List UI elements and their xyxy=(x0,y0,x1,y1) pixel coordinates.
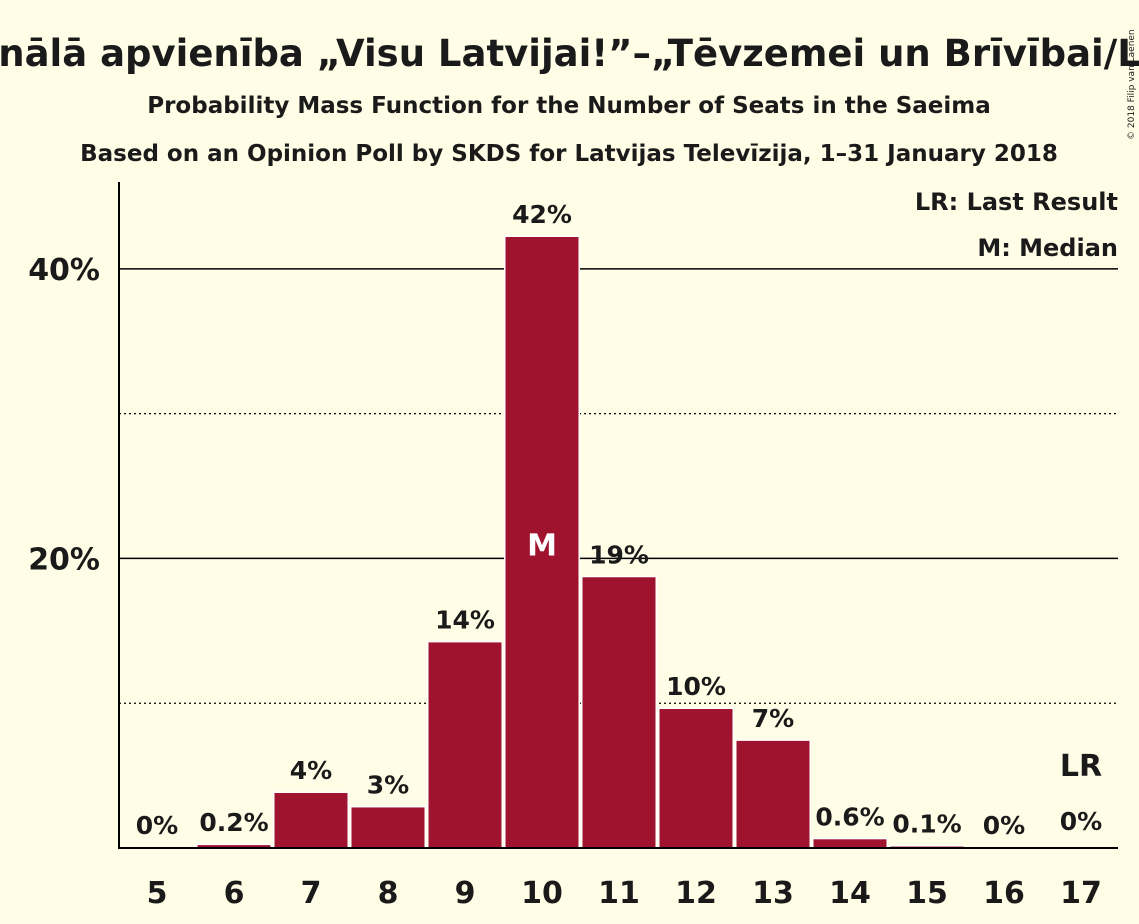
x-tick-label: 12 xyxy=(675,876,717,911)
y-tick-labels: 20% 40% xyxy=(28,253,100,578)
bar xyxy=(274,792,348,848)
bar xyxy=(659,709,733,848)
legend-median: M: Median xyxy=(977,234,1118,262)
markers: M LR xyxy=(527,528,1102,784)
x-tick-labels: 5 6 7 8 9 10 11 12 13 14 15 16 17 xyxy=(147,876,1102,911)
chart-source-subtitle: Based on an Opinion Poll by SKDS for Lat… xyxy=(80,141,1058,167)
data-label: 3% xyxy=(367,770,409,799)
x-tick-label: 13 xyxy=(752,876,794,911)
y-tick-label: 20% xyxy=(28,542,100,577)
chart-subtitle: Probability Mass Function for the Number… xyxy=(147,93,991,119)
data-label: 19% xyxy=(589,540,649,569)
bar xyxy=(428,642,502,848)
data-label: 7% xyxy=(752,704,794,733)
data-label: 10% xyxy=(666,672,726,701)
x-tick-label: 17 xyxy=(1060,876,1102,911)
x-tick-label: 10 xyxy=(521,876,563,911)
legend-last-result: LR: Last Result xyxy=(915,188,1118,216)
data-label: 0% xyxy=(983,811,1025,840)
gridlines xyxy=(119,268,1118,704)
x-tick-label: 15 xyxy=(906,876,948,911)
bar xyxy=(736,740,810,848)
bar xyxy=(505,237,579,848)
median-marker: M xyxy=(527,528,557,563)
chart-title: Nacionālā apvienība „Visu Latvijai!”–„Tē… xyxy=(0,32,1139,75)
x-tick-label: 5 xyxy=(147,876,168,911)
data-label: 0.6% xyxy=(815,802,884,831)
x-tick-label: 16 xyxy=(983,876,1025,911)
x-tick-label: 9 xyxy=(455,876,476,911)
data-label: 4% xyxy=(290,756,332,785)
data-labels: 0% 0.2% 4% 3% 14% 42% 19% 10% 7% 0.6% 0.1% 0% 0% xyxy=(136,200,1102,840)
x-tick-label: 11 xyxy=(598,876,640,911)
x-tick-label: 14 xyxy=(829,876,871,911)
x-tick-label: 6 xyxy=(224,876,245,911)
data-label: 0.1% xyxy=(892,810,961,839)
bar xyxy=(197,845,271,848)
x-tick-label: 7 xyxy=(301,876,322,911)
bar xyxy=(582,577,656,848)
x-tick-label: 8 xyxy=(378,876,399,911)
data-label: 0% xyxy=(136,811,178,840)
bars xyxy=(196,235,965,848)
data-label: 42% xyxy=(512,200,572,229)
last-result-marker: LR xyxy=(1060,749,1102,784)
bar-outline xyxy=(889,845,965,848)
bar xyxy=(351,807,425,848)
bar xyxy=(813,839,887,848)
copyright-notice: © 2018 Filip van Laenen xyxy=(1127,29,1137,140)
data-label: 0.2% xyxy=(199,808,268,837)
y-tick-label: 40% xyxy=(28,253,100,288)
data-label: 14% xyxy=(435,605,495,634)
data-label: 0% xyxy=(1060,807,1102,836)
